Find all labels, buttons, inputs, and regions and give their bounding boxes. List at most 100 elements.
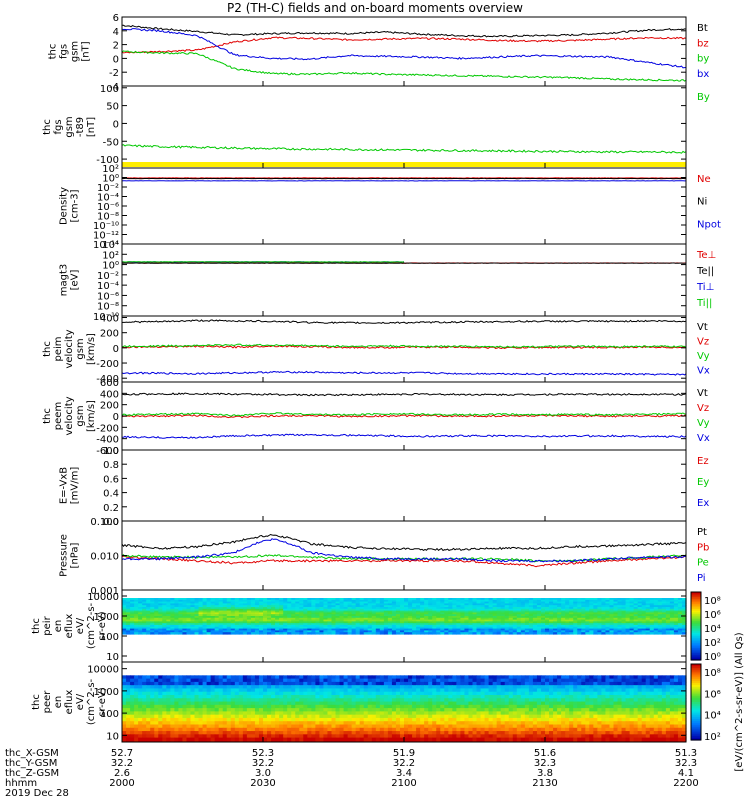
spectrogram-cell: [516, 721, 522, 726]
spectrogram-cell: [480, 617, 486, 621]
spectrogram-cell: [170, 603, 175, 606]
spectrogram-cell: [238, 708, 244, 712]
spectrogram-cell: [311, 678, 316, 683]
spectrogram-cell: [363, 619, 369, 622]
spectrogram-cell: [263, 608, 268, 612]
spectrogram-cell: [283, 721, 288, 726]
spectrogram-cell: [597, 701, 602, 706]
spectrogram-cell: [399, 619, 405, 622]
spectrogram-cell: [516, 608, 522, 612]
spectrogram-cell: [339, 678, 345, 683]
spectrogram-cell: [681, 599, 687, 603]
spectrogram-cell: [528, 614, 534, 617]
spectrogram-cell: [279, 714, 284, 719]
spectrogram-cell: [170, 607, 175, 610]
spectrogram-cell: [335, 708, 341, 712]
spectrogram-cell: [601, 714, 607, 719]
spectrogram-cell: [524, 721, 530, 726]
spectrogram-cell: [250, 608, 256, 612]
spectrogram-cell: [468, 605, 474, 608]
spectrogram-cell: [303, 612, 308, 615]
spectrogram-cell: [601, 695, 607, 699]
spectrogram-cell: [593, 599, 598, 603]
spectrogram-cell: [275, 598, 280, 601]
spectrogram-cell: [657, 675, 663, 680]
spectrogram-cell: [645, 704, 651, 709]
spectrogram-cell: [681, 605, 687, 608]
spectrogram-cell: [271, 698, 276, 703]
spectrogram-cell: [528, 626, 534, 630]
spectrogram-cell: [528, 619, 534, 622]
spectrogram-cell: [476, 685, 482, 690]
spectrogram-cell: [424, 621, 429, 624]
spectrogram-cell: [174, 675, 179, 680]
spectrogram-cell: [516, 678, 522, 683]
spectrogram-cell: [122, 721, 127, 726]
spectrogram-cell: [593, 708, 598, 712]
spectrogram-cell: [673, 626, 679, 630]
spectrogram-cell: [275, 681, 280, 686]
spectrogram-cell: [238, 607, 244, 610]
spectrogram-cell: [565, 601, 570, 604]
spectrogram-cell: [553, 612, 558, 615]
spectrogram-cell: [130, 617, 135, 621]
spectrogram-cell: [126, 617, 131, 621]
spectrogram-cell: [202, 616, 208, 619]
spectrogram-cell: [214, 695, 220, 699]
spectrogram-cell: [553, 616, 558, 619]
spectrogram-cell: [138, 625, 143, 628]
spectrogram-cell: [625, 678, 631, 683]
spectrogram-cell: [291, 608, 296, 612]
spectrogram-cell: [681, 721, 687, 726]
spectrogram-cell: [150, 714, 155, 719]
spectrogram-cell: [363, 599, 369, 603]
spectrogram-cell: [375, 599, 381, 603]
spectrogram-cell: [581, 619, 586, 622]
spectrogram-cell: [246, 688, 252, 693]
spectrogram-cell: [166, 598, 171, 601]
spectrogram-cell: [391, 607, 397, 610]
spectrogram-cell: [250, 628, 256, 631]
spectrogram-cell: [492, 717, 498, 722]
spectrogram-cell: [263, 614, 268, 617]
spectrogram-cell: [267, 628, 272, 631]
spectrogram-cell: [166, 721, 171, 726]
spectrogram-cell: [420, 711, 425, 716]
spectrogram-cell: [617, 614, 623, 617]
spectrogram-cell: [561, 630, 566, 633]
spectrogram-cell: [210, 704, 216, 709]
spectrogram-cell: [202, 623, 208, 626]
spectrogram-cell: [367, 701, 373, 706]
spectrogram-cell: [355, 626, 361, 630]
spectrogram-cell: [569, 616, 574, 619]
spectrogram-cell: [404, 678, 409, 683]
spectrogram-cell: [528, 701, 534, 706]
spectrogram-cell: [291, 626, 296, 630]
spectrogram-cell: [194, 626, 200, 630]
spectrogram-cell: [649, 721, 655, 726]
colorbar-swatch: [691, 636, 701, 639]
spectrogram-cell: [311, 608, 316, 612]
spectrogram-cell: [444, 698, 449, 703]
spectrogram-cell: [553, 619, 558, 622]
spectrogram-cell: [605, 685, 611, 690]
spectrogram-cell: [299, 599, 304, 603]
spectrogram-cell: [126, 599, 131, 603]
spectrogram-cell: [536, 691, 542, 696]
spectrogram-cell: [589, 605, 594, 608]
spectrogram-cell: [532, 688, 538, 693]
spectrogram-cell: [166, 603, 171, 606]
spectrogram-cell: [681, 678, 687, 683]
spectrogram-cell: [222, 704, 228, 709]
spectrogram-cell: [468, 625, 474, 628]
spectrogram-cell: [625, 717, 631, 722]
spectrogram-cell: [351, 616, 357, 619]
spectrogram-cell: [154, 619, 159, 622]
spectrogram-cell: [202, 605, 208, 608]
spectrogram-cell: [629, 721, 635, 726]
spectrogram-cell: [657, 608, 663, 612]
spectrogram-cell: [363, 598, 369, 601]
spectrogram-cell: [633, 607, 639, 610]
colorbar-swatch: [691, 639, 701, 642]
spectrogram-cell: [291, 612, 296, 615]
